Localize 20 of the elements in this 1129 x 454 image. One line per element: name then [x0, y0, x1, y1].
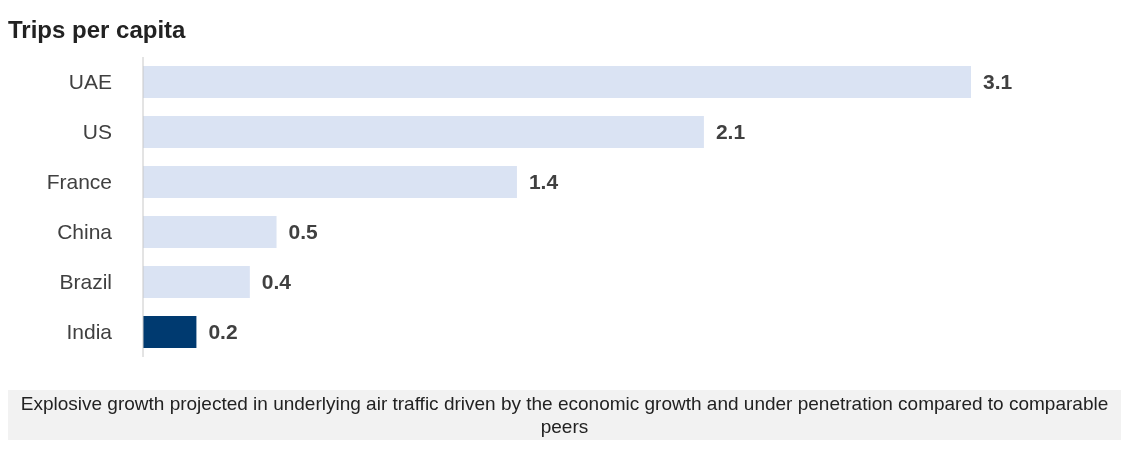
y-tick-label: India [66, 320, 113, 344]
data-label: 0.5 [288, 220, 319, 244]
bar [143, 316, 197, 348]
bar [143, 266, 250, 298]
data-label: 0.4 [261, 270, 292, 294]
text: Explosive growth projected in underlying air traffic driven by the economic growth and under penetration compared to comparable peers [8, 390, 1121, 440]
y-tick-label: Brazil [59, 270, 112, 294]
bar [143, 166, 517, 198]
bar [143, 216, 277, 248]
data-label: 1.4 [528, 170, 559, 194]
data-label: 2.1 [715, 120, 746, 144]
data-label: 0.2 [208, 320, 238, 344]
data-label: 3.1 [983, 70, 1013, 94]
y-tick-label: UAE [68, 70, 112, 94]
y-tick-label: France [46, 170, 112, 194]
y-tick-label: US [82, 120, 112, 144]
bar [143, 116, 704, 148]
bar [143, 66, 971, 98]
y-tick-label: China [57, 220, 113, 244]
chart-title: Trips per capita [8, 15, 187, 45]
